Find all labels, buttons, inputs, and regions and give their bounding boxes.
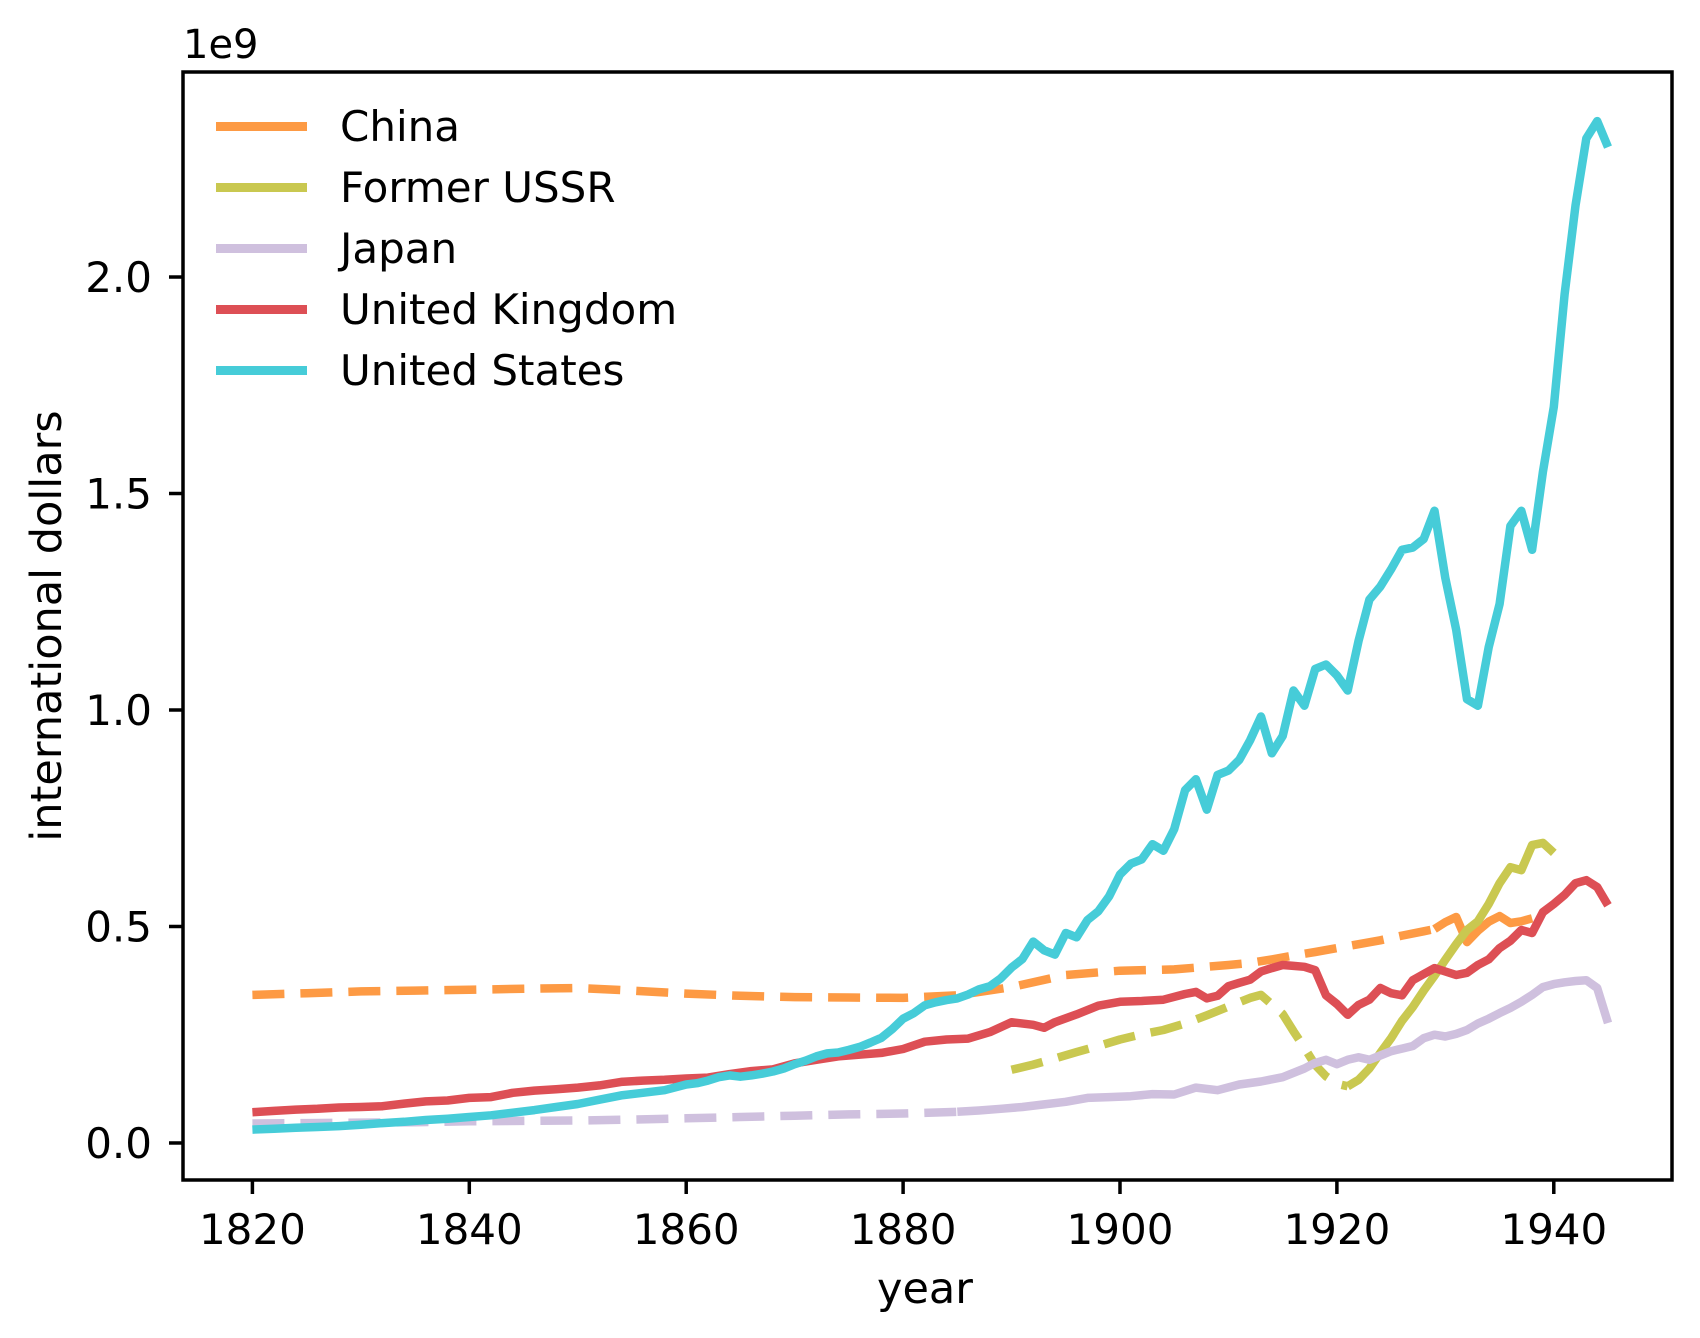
legend-entry-united-states: United States [216,340,677,401]
x-axis-label: year [877,1264,973,1314]
legend-entry-united-kingdom: United Kingdom [216,279,677,340]
legend-line-swatch-united-states [216,366,307,375]
legend-line-swatch-former-ussr [216,183,307,192]
legend-entry-label: United States [340,345,625,395]
legend-entry-japan: Japan [216,218,677,279]
svg-text:1860: 1860 [633,1205,740,1254]
y-axis-label: international dollars [22,410,72,842]
legend: China Former USSR Japan United Kingdom U… [216,96,677,401]
svg-text:1820: 1820 [199,1205,306,1254]
y-axis-offset-text: 1e9 [183,22,259,68]
legend-entry-label: Former USSR [340,162,616,212]
svg-text:0.5: 0.5 [85,902,152,951]
svg-text:1920: 1920 [1283,1205,1390,1254]
svg-text:1900: 1900 [1067,1205,1174,1254]
legend-line-swatch-china [216,122,307,131]
svg-text:1940: 1940 [1500,1205,1607,1254]
svg-text:1.5: 1.5 [85,470,152,519]
legend-entry-label: United Kingdom [340,284,678,334]
legend-line-swatch-united-kingdom [216,305,307,314]
legend-entry-former-ussr: Former USSR [216,157,677,218]
svg-text:2.0: 2.0 [85,253,152,302]
svg-text:1880: 1880 [850,1205,957,1254]
legend-line-swatch-japan [216,244,307,253]
legend-entry-label: Japan [340,223,458,273]
svg-text:1.0: 1.0 [85,686,152,735]
svg-text:1840: 1840 [416,1205,523,1254]
legend-entry-china: China [216,96,677,157]
legend-entry-label: China [340,101,460,151]
svg-text:0.0: 0.0 [85,1119,152,1168]
